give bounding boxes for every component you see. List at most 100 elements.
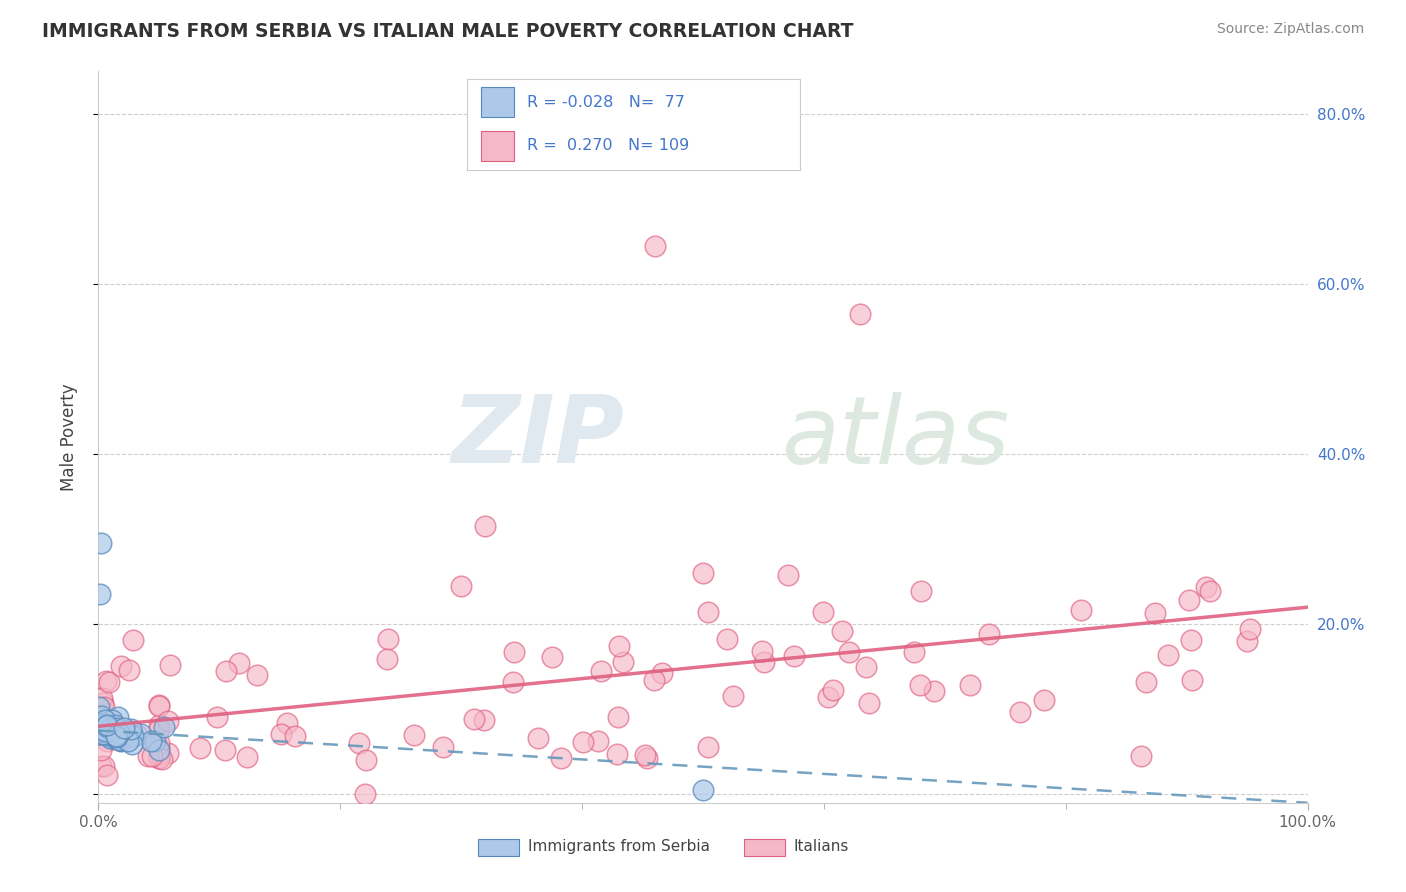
Point [721, 689, 744, 703]
Point [94, 719, 117, 733]
Point [110, 733, 132, 747]
Point [91, 696, 114, 710]
Point [103, 725, 125, 739]
Point [148, 736, 170, 750]
Point [228, 656, 250, 670]
FancyBboxPatch shape [744, 838, 785, 856]
Point [143, 734, 166, 748]
Point [692, 783, 714, 797]
Point [104, 727, 127, 741]
Point [91, 717, 114, 731]
Point [903, 645, 925, 659]
FancyBboxPatch shape [478, 838, 519, 856]
Point [778, 568, 800, 582]
Point [205, 709, 228, 723]
Point [87, 722, 110, 736]
Point [98, 722, 121, 736]
Point [474, 519, 496, 533]
Point [284, 729, 307, 743]
Point [821, 683, 844, 698]
Point [97, 727, 120, 741]
Point [93, 759, 115, 773]
Point [716, 632, 738, 647]
Text: Source: ZipAtlas.com: Source: ZipAtlas.com [1216, 22, 1364, 37]
Point [1129, 749, 1152, 764]
Point [89, 723, 111, 737]
Point [148, 717, 170, 731]
Point [1239, 622, 1261, 636]
Point [472, 713, 495, 727]
Point [141, 749, 163, 764]
Point [1178, 592, 1201, 607]
Point [148, 698, 170, 713]
Point [855, 660, 877, 674]
Point [93, 723, 115, 738]
Point [89, 723, 111, 738]
Point [101, 713, 124, 727]
Text: IMMIGRANTS FROM SERBIA VS ITALIAN MALE POVERTY CORRELATION CHART: IMMIGRANTS FROM SERBIA VS ITALIAN MALE P… [42, 22, 853, 41]
Point [91, 714, 114, 728]
Point [87, 727, 110, 741]
Point [89, 727, 111, 741]
Point [612, 655, 634, 669]
Point [97, 724, 120, 739]
Point [89, 719, 111, 733]
Point [98, 731, 121, 746]
Point [148, 751, 170, 765]
Point [90, 536, 112, 550]
Point [101, 727, 124, 741]
Point [97, 729, 120, 743]
Point [817, 690, 839, 704]
Point [120, 722, 142, 736]
Point [977, 627, 1000, 641]
Point [783, 648, 806, 663]
Point [633, 748, 655, 763]
Point [90, 723, 112, 738]
Point [153, 719, 176, 733]
Point [125, 728, 148, 742]
Point [96, 718, 118, 732]
Point [110, 731, 132, 746]
Point [107, 730, 129, 744]
Text: ZIP: ZIP [451, 391, 624, 483]
Point [377, 632, 399, 646]
Point [93, 699, 115, 714]
Point [89, 723, 111, 737]
Point [692, 566, 714, 581]
Point [651, 665, 673, 680]
Point [91, 717, 114, 731]
Point [121, 730, 143, 744]
Point [97, 726, 120, 740]
Point [1135, 675, 1157, 690]
Point [94, 727, 117, 741]
Point [811, 605, 834, 619]
Point [572, 735, 595, 749]
Point [148, 698, 170, 712]
Point [118, 663, 141, 677]
Point [347, 736, 370, 750]
Point [375, 651, 398, 665]
Point [105, 730, 128, 744]
Point [91, 727, 114, 741]
Point [93, 715, 115, 730]
Point [89, 587, 111, 601]
Point [117, 734, 139, 748]
Point [104, 725, 127, 739]
Point [97, 725, 120, 739]
Point [922, 683, 945, 698]
Point [93, 718, 115, 732]
Point [150, 752, 173, 766]
Point [214, 743, 236, 757]
Point [236, 749, 259, 764]
Point [111, 731, 134, 746]
Point [1157, 648, 1180, 663]
Point [112, 721, 135, 735]
Point [607, 639, 630, 653]
Point [606, 709, 628, 723]
Point [858, 696, 880, 710]
Point [87, 725, 110, 739]
Point [644, 238, 666, 252]
Point [849, 307, 872, 321]
Point [97, 727, 120, 741]
Point [90, 723, 112, 737]
